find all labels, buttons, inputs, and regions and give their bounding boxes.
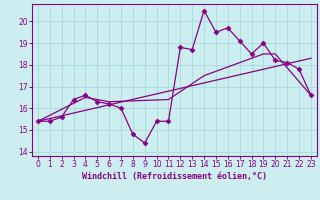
X-axis label: Windchill (Refroidissement éolien,°C): Windchill (Refroidissement éolien,°C) (82, 172, 267, 181)
